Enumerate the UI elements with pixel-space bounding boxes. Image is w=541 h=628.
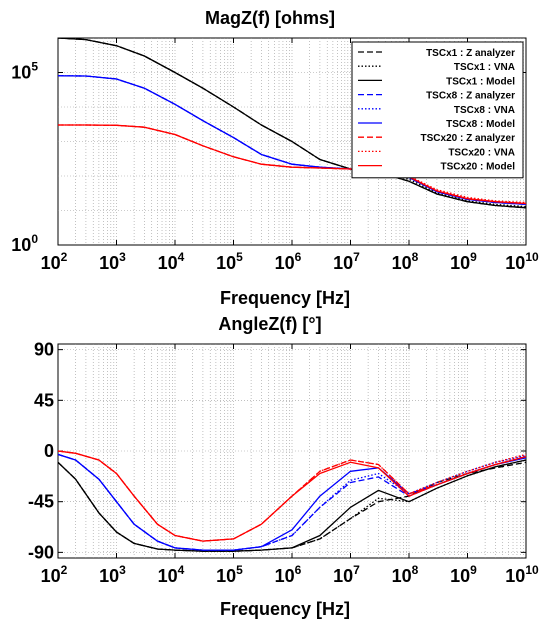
x-tick-label: 103 bbox=[99, 563, 126, 586]
magnitude-chart: MagZ(f) [ohms] 102 103 104 105 106 107 108 109 1… bbox=[11, 8, 539, 308]
x-tick-label: 1010 bbox=[505, 250, 539, 273]
x-tick-label: 108 bbox=[392, 563, 419, 586]
magnitude-series-group bbox=[58, 38, 526, 209]
y-tick-label: -90 bbox=[28, 542, 54, 562]
x-tick-label: 103 bbox=[99, 250, 126, 273]
legend-label: TSCx8 : VNA bbox=[454, 105, 515, 116]
legend-box bbox=[351, 41, 524, 179]
x-tick-label: 107 bbox=[333, 250, 360, 273]
legend-label: TSCx1 : Z analyzer bbox=[426, 48, 515, 59]
angle-x-axis-label: Frequency [Hz] bbox=[220, 599, 350, 619]
legend-label: TSCx8 : Model bbox=[446, 119, 515, 130]
magnitude-x-axis-label: Frequency [Hz] bbox=[220, 288, 350, 308]
legend-label: TSCx1 : Model bbox=[446, 76, 515, 87]
angle-series-group bbox=[58, 450, 526, 552]
x-tick-label: 1010 bbox=[505, 563, 539, 586]
series-line-tscx20-model bbox=[58, 450, 526, 542]
x-tick-label: 104 bbox=[158, 563, 185, 586]
y-tick-label: 100 bbox=[11, 232, 38, 255]
series-line-tscx8-model bbox=[58, 75, 526, 206]
x-tick-label: 107 bbox=[333, 563, 360, 586]
magnitude-legend: TSCx1 : Z analyzer TSCx1 : VNA TSCx1 : Mod… bbox=[351, 41, 524, 179]
series-line-tscx20-model bbox=[58, 124, 526, 205]
x-tick-label: 102 bbox=[41, 563, 68, 586]
y-tick-label: 105 bbox=[11, 60, 38, 83]
angle-chart-title: AngleZ(f) [°] bbox=[218, 314, 321, 334]
y-tick-label: -45 bbox=[28, 492, 54, 512]
x-tick-label: 105 bbox=[216, 563, 243, 586]
x-tick-label: 108 bbox=[392, 250, 419, 273]
angle-grid bbox=[58, 344, 526, 558]
x-tick-label: 104 bbox=[158, 250, 185, 273]
x-tick-label: 109 bbox=[450, 563, 477, 586]
x-tick-label: 105 bbox=[216, 250, 243, 273]
x-tick-label: 109 bbox=[450, 250, 477, 273]
magnitude-y-ticks: 100 105 bbox=[11, 60, 526, 255]
y-tick-label: 90 bbox=[34, 340, 54, 360]
series-line-tscx1-model bbox=[58, 459, 526, 552]
angle-x-ticks: 102 103 104 105 106 107 108 109 1010 bbox=[41, 344, 539, 586]
legend-label: TSCx20 : Z analyzer bbox=[421, 133, 516, 144]
legend-label: TSCx1 : VNA bbox=[454, 62, 515, 73]
magnitude-chart-title: MagZ(f) [ohms] bbox=[205, 8, 335, 28]
series-line-tscx1-model bbox=[58, 38, 526, 209]
legend-label: TSCx8 : Z analyzer bbox=[426, 91, 515, 102]
legend-label: TSCx20 : VNA bbox=[448, 147, 515, 158]
angle-chart: AngleZ(f) [°] 102 103 104 105 106 107 108 109 10… bbox=[28, 314, 539, 619]
legend-label: TSCx20 : Model bbox=[441, 162, 516, 173]
magnitude-x-ticks: 102 103 104 105 106 107 108 109 1010 bbox=[41, 38, 539, 273]
y-tick-label: 0 bbox=[44, 441, 54, 461]
y-tick-label: 45 bbox=[34, 390, 54, 410]
x-tick-label: 106 bbox=[275, 563, 302, 586]
angle-y-ticks: 90 45 0 -45 -90 bbox=[28, 340, 526, 562]
x-tick-label: 102 bbox=[41, 250, 68, 273]
x-tick-label: 106 bbox=[275, 250, 302, 273]
